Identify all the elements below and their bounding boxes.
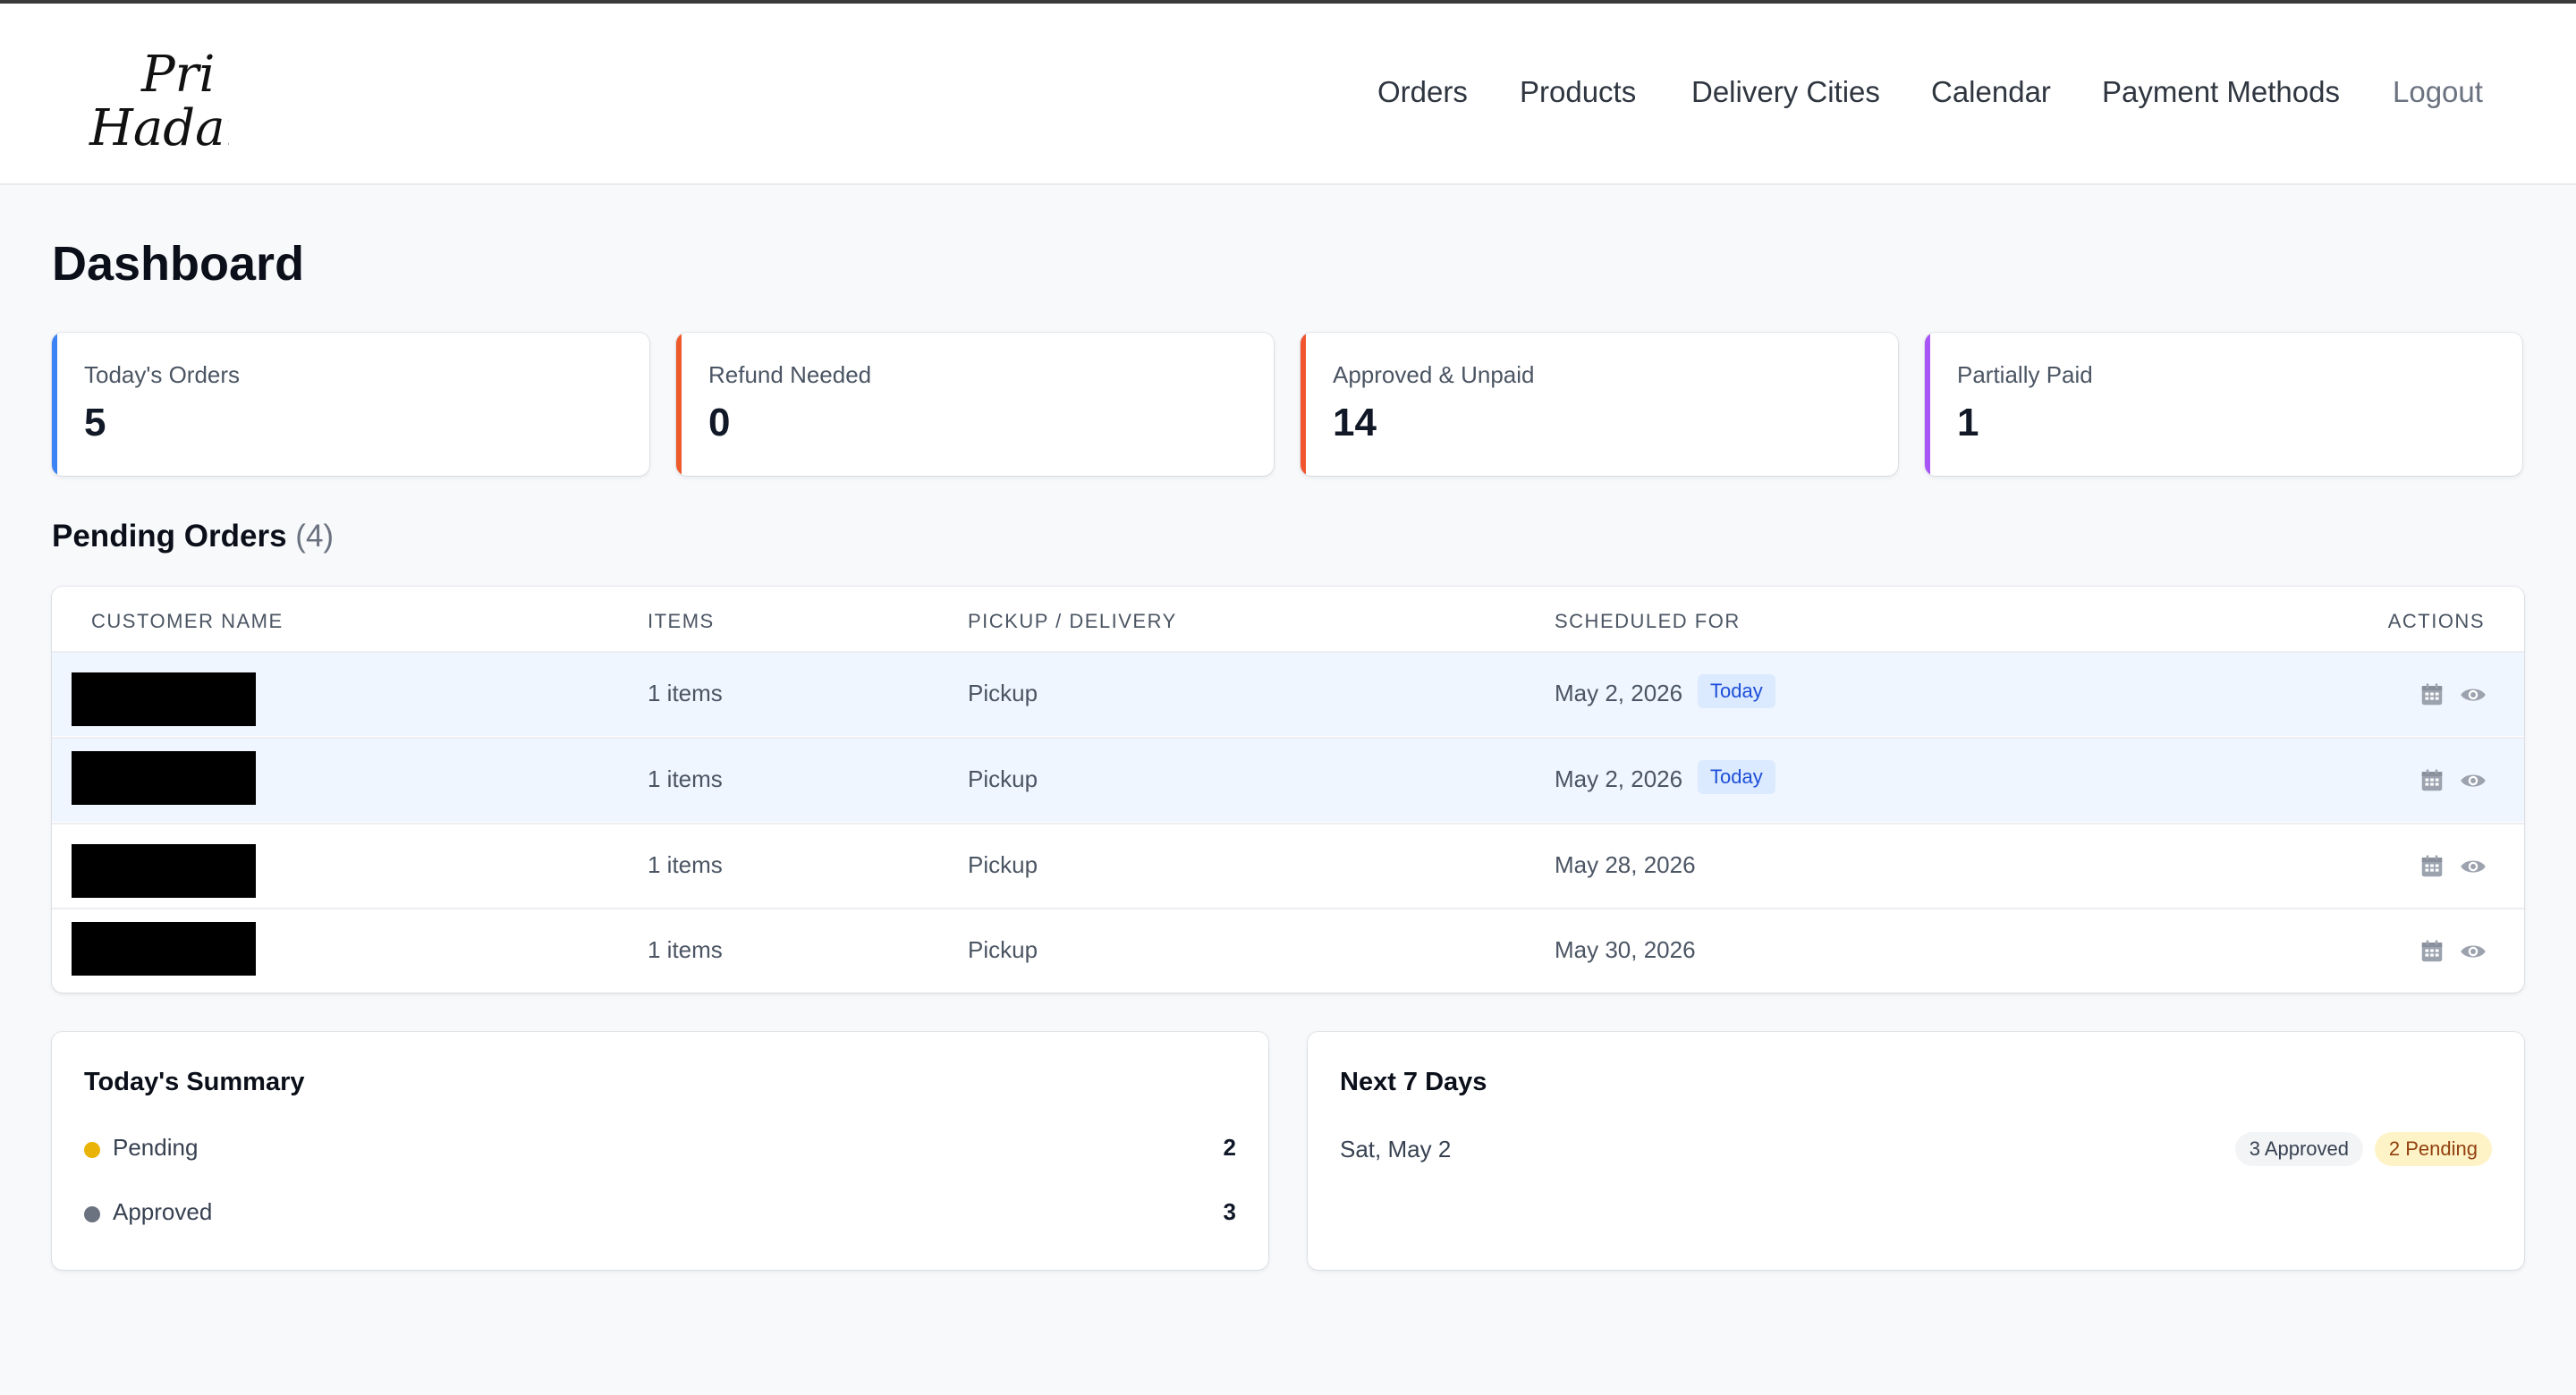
stat-label: Today's Orders — [84, 361, 241, 388]
scheduled-date-cell: May 2, 2026 — [1555, 765, 1683, 792]
calendar-icon[interactable] — [2419, 681, 2445, 708]
today-badge: Today — [1698, 760, 1775, 794]
pending-orders-table: CUSTOMER NAME ITEMS PICKUP / DELIVERY SC… — [52, 587, 2524, 993]
summary-count: 3 — [1223, 1198, 1236, 1225]
next-7-days-title: Next 7 Days — [1340, 1068, 1487, 1096]
pending-orders-title: Pending Orders (4) — [52, 519, 334, 554]
brand-logo[interactable]: Pri Hadar — [86, 36, 251, 157]
stat-accent-bar — [676, 333, 682, 476]
next-7-days-panel: Next 7 Days Sat, May 2 3 Approved 2 Pend… — [1308, 1032, 2524, 1270]
stat-value: 1 — [1957, 401, 1979, 444]
nav-calendar[interactable]: Calendar — [1931, 75, 2051, 108]
approved-status-dot — [84, 1206, 100, 1222]
stat-accent-bar — [1301, 333, 1306, 476]
scheduled-date-cell: May 28, 2026 — [1555, 851, 1696, 878]
calendar-icon[interactable] — [2419, 938, 2445, 965]
column-header-pickup-delivery: PICKUP / DELIVERY — [968, 610, 1177, 632]
summary-row-approved: Approved 3 — [84, 1196, 1236, 1232]
stat-card-partially-paid: Partially Paid 1 — [1925, 333, 2522, 476]
redacted-customer-name — [72, 751, 256, 805]
stat-label: Partially Paid — [1957, 361, 2093, 388]
pickup-delivery-cell: Pickup — [968, 765, 1038, 792]
redacted-customer-name — [72, 844, 256, 898]
todays-summary-title: Today's Summary — [84, 1068, 305, 1096]
table-row[interactable]: 1 items Pickup May 28, 2026 — [52, 823, 2524, 908]
items-cell: 1 items — [648, 765, 723, 792]
column-header-actions: ACTIONS — [2387, 610, 2485, 632]
calendar-icon[interactable] — [2419, 853, 2445, 880]
today-badge: Today — [1698, 674, 1775, 708]
stat-card-refund-needed: Refund Needed 0 — [676, 333, 1274, 476]
stat-card-approved-unpaid: Approved & Unpaid 14 — [1301, 333, 1898, 476]
items-cell: 1 items — [648, 851, 723, 878]
top-navbar: Pri Hadar Orders Products Delivery Citie… — [0, 4, 2576, 185]
top-border — [0, 0, 2576, 4]
summary-label: Approved — [113, 1198, 213, 1225]
summary-count: 2 — [1223, 1134, 1236, 1161]
stat-label: Approved & Unpaid — [1333, 361, 1535, 388]
summary-label: Pending — [113, 1134, 199, 1161]
stat-accent-bar — [52, 333, 57, 476]
pickup-delivery-cell: Pickup — [968, 936, 1038, 963]
pickup-delivery-cell: Pickup — [968, 851, 1038, 878]
day-label[interactable]: Sat, May 2 — [1340, 1136, 1452, 1162]
pending-orders-count: (4) — [295, 519, 335, 554]
column-header-scheduled-for: SCHEDULED FOR — [1555, 610, 1741, 632]
stat-accent-bar — [1925, 333, 1930, 476]
eye-icon[interactable] — [2460, 681, 2487, 708]
pending-status-dot — [84, 1142, 100, 1158]
column-header-customer-name: CUSTOMER NAME — [91, 610, 284, 632]
nav-products[interactable]: Products — [1520, 75, 1637, 108]
pending-orders-title-text: Pending Orders — [52, 519, 287, 554]
table-row[interactable]: 1 items Pickup May 2, 2026 Today — [52, 651, 2524, 736]
column-header-items: ITEMS — [648, 610, 715, 632]
eye-icon[interactable] — [2460, 767, 2487, 794]
scheduled-date-cell: May 30, 2026 — [1555, 936, 1696, 963]
calendar-icon[interactable] — [2419, 767, 2445, 794]
stat-value: 5 — [84, 401, 106, 444]
nav-logout[interactable]: Logout — [2393, 75, 2483, 108]
table-row[interactable]: 1 items Pickup May 2, 2026 Today — [52, 737, 2524, 822]
logo-line-2: Hadar — [89, 99, 229, 157]
eye-icon[interactable] — [2460, 938, 2487, 965]
approved-count-badge: 3 Approved — [2234, 1132, 2363, 1166]
stat-value: 0 — [708, 401, 731, 444]
redacted-customer-name — [72, 922, 256, 976]
eye-icon[interactable] — [2460, 853, 2487, 880]
scheduled-date-cell: May 2, 2026 — [1555, 680, 1683, 706]
redacted-customer-name — [72, 672, 256, 726]
pending-count-badge: 2 Pending — [2374, 1132, 2492, 1166]
stat-card-todays-orders: Today's Orders 5 — [52, 333, 649, 476]
stat-value: 14 — [1333, 401, 1377, 444]
logo-line-1: Pri — [140, 46, 215, 104]
nav-payment-methods[interactable]: Payment Methods — [2102, 75, 2340, 108]
summary-row-pending: Pending 2 — [84, 1132, 1236, 1168]
items-cell: 1 items — [648, 680, 723, 706]
stat-label: Refund Needed — [708, 361, 872, 388]
todays-summary-panel: Today's Summary Pending 2 Approved 3 — [52, 1032, 1268, 1270]
page-title: Dashboard — [52, 237, 305, 291]
nav-orders[interactable]: Orders — [1377, 75, 1468, 108]
items-cell: 1 items — [648, 936, 723, 963]
pickup-delivery-cell: Pickup — [968, 680, 1038, 706]
nav-delivery-cities[interactable]: Delivery Cities — [1691, 75, 1880, 108]
table-row[interactable]: 1 items Pickup May 30, 2026 — [52, 908, 2524, 993]
